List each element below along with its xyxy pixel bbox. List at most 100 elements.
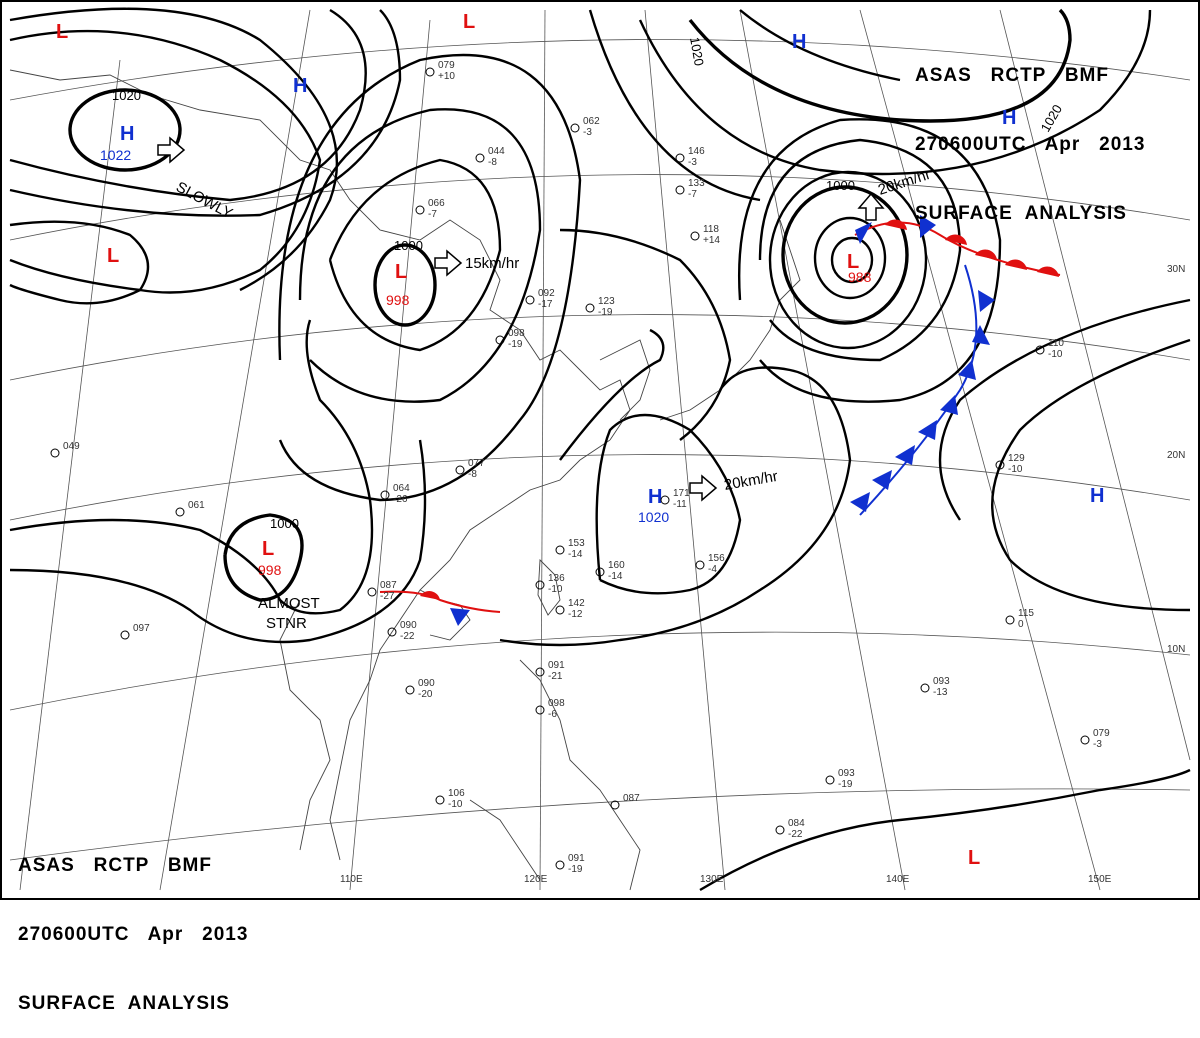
motion-label-15kmhr: 15km/hr	[465, 255, 519, 272]
station-circle	[387, 627, 397, 637]
station-pressure: 142	[568, 598, 585, 609]
station-circle	[920, 683, 930, 693]
station-circle	[775, 825, 785, 835]
station-plot: 098-19	[495, 328, 525, 350]
isobar-south	[699, 768, 1191, 892]
lon-label: 110E	[340, 874, 363, 885]
station-circle	[570, 123, 580, 133]
cold-front-barb	[872, 470, 892, 490]
header-bottom-line2: 270600UTC Apr 2013	[18, 924, 249, 945]
lat-label: 20N	[1167, 450, 1185, 461]
station-tendency: -7	[428, 209, 437, 220]
lon-label: 120E	[524, 874, 548, 885]
high-center-marker: H	[293, 75, 307, 97]
coastlines	[9, 69, 801, 891]
warm-front-bump	[945, 234, 967, 245]
station-plot: 093-19	[825, 768, 855, 790]
isobar-1020-north	[688, 8, 1072, 123]
isobar-low-b-2	[9, 319, 374, 615]
station-circle	[675, 153, 685, 163]
station-circle	[595, 567, 605, 577]
low-center-value: 998	[258, 562, 282, 578]
high-center-value: 1020	[638, 509, 669, 525]
station-circle	[1005, 615, 1015, 625]
station-tendency: -4	[708, 564, 717, 575]
lon-line-105e	[159, 9, 311, 891]
isobar-east-2	[938, 298, 1191, 521]
station-pressure: 079	[438, 60, 455, 71]
lat-line-10n	[9, 631, 1191, 711]
high-center-marker: H	[1090, 485, 1104, 507]
station-tendency: -10	[1048, 349, 1063, 360]
station-plot: 049	[50, 441, 80, 458]
station-circle	[660, 495, 670, 505]
lon-line-110e	[349, 19, 431, 891]
station-circle	[425, 67, 435, 77]
lat-line-5n	[9, 788, 1191, 861]
high-center-marker: H	[1002, 107, 1016, 129]
cold-front-barb	[958, 360, 976, 380]
motion-arrow	[157, 136, 186, 164]
station-pressure: 098	[508, 328, 525, 339]
station-circle	[695, 560, 705, 570]
station-tendency: -12	[568, 609, 583, 620]
low-center-value: 988	[848, 269, 872, 285]
lon-label: 140E	[886, 874, 910, 885]
isobar-low-c-outer3	[738, 118, 1002, 403]
station-plot: 156-4	[695, 553, 725, 575]
station-tendency: -6	[548, 709, 557, 720]
station-pressure: 062	[583, 116, 600, 127]
station-pressure: 110	[1048, 338, 1064, 349]
isobar-1000-low-b	[223, 513, 304, 602]
station-tendency: -22	[788, 829, 803, 840]
station-plot: 171-11	[660, 488, 690, 510]
station-plot: 064-26	[380, 483, 410, 505]
station-plot: 093-13	[920, 676, 950, 698]
station-pressure: 091	[548, 660, 565, 671]
station-tendency: -14	[608, 571, 623, 582]
warm-front-bump	[1005, 259, 1027, 270]
isobar-north-3	[588, 9, 761, 202]
station-pressure: 129	[1008, 453, 1025, 464]
lon-label: 130E	[700, 874, 724, 885]
isobar-low-c-inner1	[813, 216, 887, 300]
isobar-east-high	[991, 338, 1191, 612]
isobar-low-west	[9, 220, 150, 305]
station-plot: 091-19	[555, 853, 585, 875]
station-plot: 098-6	[535, 698, 565, 720]
station-plot: 090-22	[387, 620, 417, 642]
station-circle	[825, 775, 835, 785]
station-circle	[585, 303, 595, 313]
isobar-low-a-3	[298, 108, 542, 403]
station-plot: 066-7	[415, 198, 445, 220]
station-pressure: 146	[688, 146, 705, 157]
low-center-value: 998	[386, 292, 410, 308]
high-center-marker: H	[648, 486, 662, 508]
station-pressure: 087	[380, 580, 397, 591]
warm-front-bump	[975, 249, 997, 260]
station-plot: 110-10	[1035, 338, 1064, 360]
station-tendency: -3	[1093, 739, 1102, 750]
low-center-marker: L	[395, 261, 407, 283]
coast-asia-north	[9, 69, 631, 441]
station-plot: 079-3	[1080, 728, 1110, 750]
motion-arrow	[434, 249, 463, 277]
station-pressure: 153	[568, 538, 585, 549]
station-tendency: +10	[438, 71, 455, 82]
station-pressure: 115	[1018, 608, 1034, 619]
isobar-1020-high-b	[595, 413, 742, 595]
station-pressure: 133	[688, 178, 705, 189]
station-plot: 087	[610, 793, 640, 810]
station-tendency: -10	[448, 799, 463, 810]
station-plot: 084-22	[775, 818, 805, 840]
station-tendency: -21	[548, 671, 563, 682]
station-circle	[535, 580, 545, 590]
station-pressure: 077	[468, 458, 485, 469]
cold-front-barb	[972, 325, 990, 345]
station-tendency: -11	[673, 499, 687, 510]
station-pressure: 093	[838, 768, 855, 779]
isobar-label: 1000	[394, 238, 423, 253]
station-circle	[535, 705, 545, 715]
warm-front-bump	[1037, 266, 1059, 277]
